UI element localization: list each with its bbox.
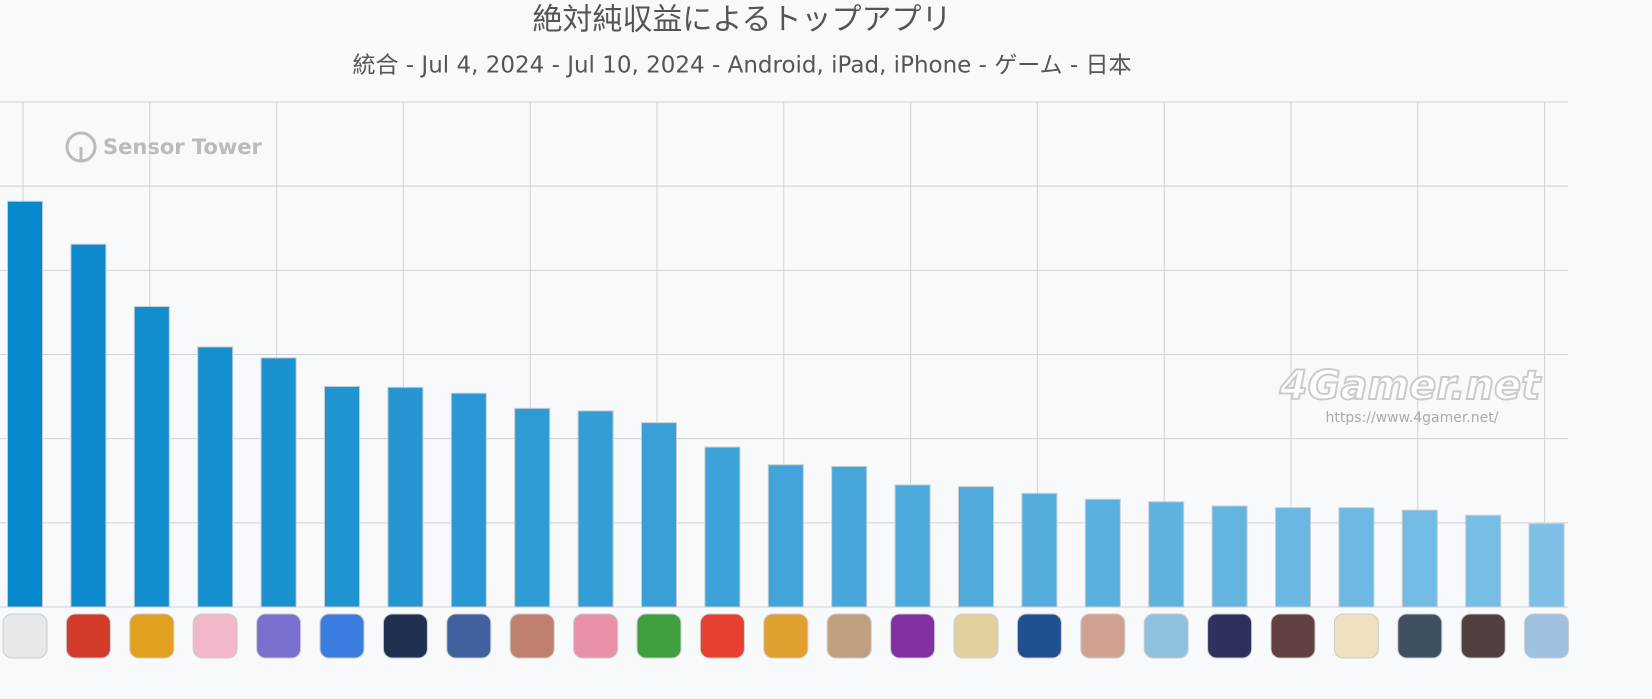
bar [894, 484, 931, 608]
bar [1465, 514, 1502, 608]
bar [577, 410, 614, 608]
bar [1338, 507, 1375, 608]
bar [767, 464, 804, 608]
app-icon [699, 613, 745, 659]
app-icon [953, 613, 999, 659]
app-icon [509, 613, 555, 659]
bar [514, 407, 551, 608]
bar [1401, 509, 1438, 608]
bar [197, 346, 234, 608]
bar [7, 200, 43, 608]
bar [260, 357, 297, 608]
bar [704, 446, 741, 608]
app-icon [319, 613, 365, 659]
app-icon [890, 613, 936, 659]
app-icon [1143, 613, 1189, 659]
bar [70, 243, 107, 608]
bar [1084, 498, 1121, 608]
app-icon [65, 613, 111, 659]
app-icon [573, 613, 619, 659]
bar [1528, 523, 1565, 608]
app-icon [192, 613, 238, 659]
bar [133, 306, 170, 608]
watermark: https://www.4gamer.net/ [1326, 410, 1499, 426]
bar [324, 385, 360, 608]
app-icon [763, 613, 809, 659]
bar [641, 422, 677, 608]
app-icon [636, 613, 682, 659]
app-icon [1460, 613, 1506, 659]
chart-title: 絶対純収益によるトップアプリ [532, 3, 951, 38]
bar [1275, 507, 1311, 608]
watermark: Sensor Tower [103, 135, 263, 159]
app-icon [1080, 613, 1126, 659]
bar [450, 392, 487, 608]
bar [958, 486, 994, 608]
app-icon [1016, 613, 1062, 659]
app-icon [382, 613, 428, 659]
app-icon [1524, 613, 1570, 659]
bar [387, 386, 424, 608]
app-icon [129, 613, 175, 659]
app-icon [446, 613, 492, 659]
app-icon [2, 613, 48, 659]
bar [1148, 501, 1185, 608]
app-icon [1270, 613, 1316, 659]
app-icon [256, 613, 302, 659]
app-icon [826, 613, 872, 659]
bar [831, 465, 868, 608]
app-icon [1333, 613, 1379, 659]
bar [1021, 492, 1058, 608]
sensor-tower-logo: Sensor Tower [65, 131, 263, 163]
chart-subtitle: 統合 - Jul 4, 2024 - Jul 10, 2024 - Androi… [353, 53, 1132, 79]
app-icon [1207, 613, 1253, 659]
watermark: 4Gamer.net [1279, 363, 1542, 409]
app-icon [1397, 613, 1443, 659]
bar [1211, 505, 1248, 608]
